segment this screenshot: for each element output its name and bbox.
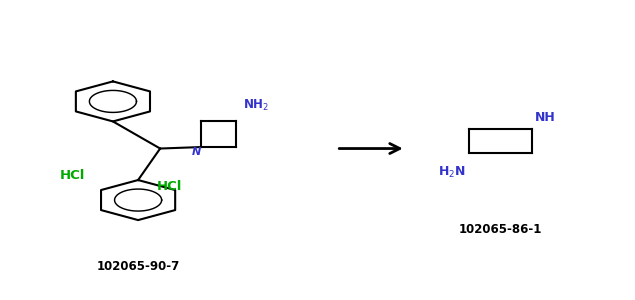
Text: H$_2$N: H$_2$N	[438, 165, 465, 180]
Text: NH$_2$: NH$_2$	[243, 98, 269, 113]
Text: N: N	[191, 147, 201, 158]
Text: 102065-86-1: 102065-86-1	[458, 223, 542, 236]
Text: HCl: HCl	[157, 180, 182, 193]
Text: NH: NH	[535, 111, 556, 124]
Text: HCl: HCl	[59, 169, 84, 182]
Text: 102065-90-7: 102065-90-7	[97, 260, 180, 273]
